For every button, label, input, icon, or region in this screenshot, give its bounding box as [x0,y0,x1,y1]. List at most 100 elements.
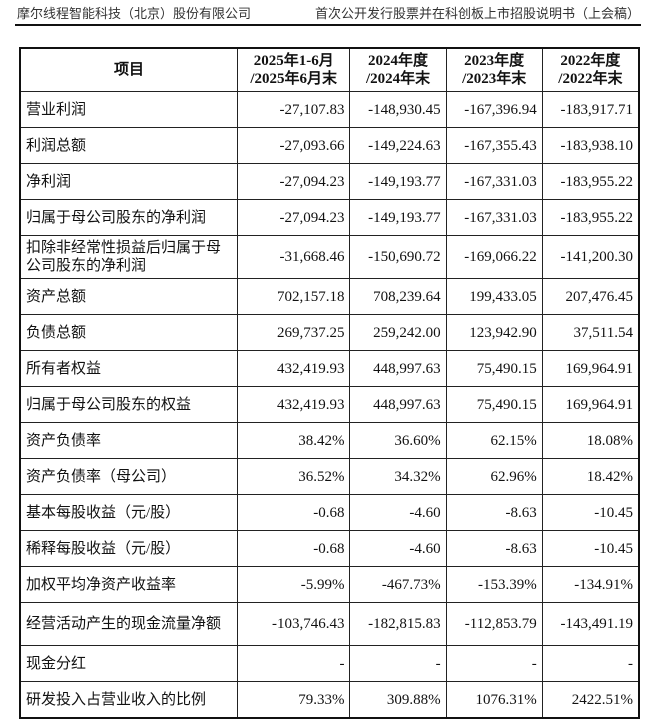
table-row: 归属于母公司股东的权益 432,419.93 448,997.63 75,490.15… [19,386,640,423]
table-row: 资产总额 702,157.18 708,239.64 199,433.05 207,47… [19,278,640,315]
value-cell: 207,476.45 [541,278,640,315]
value-cell: 269,737.25 [236,314,351,351]
value-cell: 1076.31% [445,681,543,719]
table-row: 研发投入占营业收入的比例 79.33% 309.88% 1076.31% 2422.51… [19,681,640,719]
value-cell: -167,331.03 [445,199,543,236]
value-cell: - [349,645,447,682]
value-cell: -4.60 [349,530,447,567]
value-cell: -31,668.46 [236,235,351,279]
row-label: 基本每股收益（元/股） [19,494,238,531]
table-row: 经营活动产生的现金流量净额 -103,746.43 -182,815.83 -112,… [19,602,640,646]
table-row: 资产负债率（母公司） 36.52% 34.32% 62.96% 18.42% [19,458,640,495]
row-label: 净利润 [19,163,238,200]
value-cell: -27,107.83 [236,91,351,128]
value-cell: -167,331.03 [445,163,543,200]
value-cell: 75,490.15 [445,386,543,423]
column-header-line: /2024年末 [365,71,431,87]
value-cell: -8.63 [445,494,543,531]
value-cell: 38.42% [236,422,351,459]
column-header-line: 2024年度 [368,53,429,69]
value-cell: -169,066.22 [445,235,543,279]
column-header-line: /2025年6月末 [250,71,338,87]
value-cell: 36.60% [349,422,447,459]
table-row: 净利润 -27,094.23 -149,193.77 -167,331.03 -183,… [19,163,640,200]
value-cell: -0.68 [236,530,351,567]
value-cell: 169,964.91 [541,350,640,387]
row-label: 资产总额 [19,278,238,315]
value-cell: -149,193.77 [349,163,447,200]
document-title: 首次公开发行股票并在科创板上市招股说明书（上会稿） [314,6,640,21]
value-cell: 75,490.15 [445,350,543,387]
table-header-row: 项目 2025年1-6月/2025年6月末 2024年度/2024年末 2023年度 /… [19,47,640,92]
table-row: 基本每股收益（元/股） -0.68 -4.60 -8.63 -10.45 [19,494,640,531]
value-cell: -134.91% [541,566,640,603]
table-row: 利润总额 -27,093.66 -149,224.63 -167,355.43 -183… [19,127,640,164]
value-cell: -149,224.63 [349,127,447,164]
row-label: 资产负债率（母公司） [19,458,238,495]
value-cell: 123,942.90 [445,314,543,351]
financial-table: 项目 2025年1-6月/2025年6月末 2024年度/2024年末 2023年度 /… [19,47,640,719]
value-cell: 36.52% [236,458,351,495]
value-cell: 62.15% [445,422,543,459]
value-cell: 259,242.00 [349,314,447,351]
value-cell: -150,690.72 [349,235,447,279]
value-cell: -148,930.45 [349,91,447,128]
value-cell: 18.08% [541,422,640,459]
row-label: 资产负债率 [19,422,238,459]
value-cell: - [236,645,351,682]
column-header-period: 2022年度/2022年末 [541,47,640,92]
value-cell: - [541,645,640,682]
column-header-line: 2023年度 [464,53,525,69]
value-cell: 169,964.91 [541,386,640,423]
value-cell: -27,094.23 [236,163,351,200]
column-header-item: 项目 [19,47,238,92]
column-header-period: 2023年度/2023年末 [445,47,543,92]
column-header-period: 2025年1-6月/2025年6月末 [236,47,351,92]
row-label: 经营活动产生的现金流量净额 [19,602,238,646]
value-cell: 309.88% [349,681,447,719]
row-label: 稀释每股收益（元/股） [19,530,238,567]
row-label: 负债总额 [19,314,238,351]
value-cell: -183,938.10 [541,127,640,164]
value-cell: 34.32% [349,458,447,495]
value-cell: 432,419.93 [236,350,351,387]
value-cell: 702,157.18 [236,278,351,315]
value-cell: 708,239.64 [349,278,447,315]
value-cell: -183,955.22 [541,199,640,236]
value-cell: -182,815.83 [349,602,447,646]
value-cell: -8.63 [445,530,543,567]
value-cell: -167,396.94 [445,91,543,128]
row-label: 利润总额 [19,127,238,164]
value-cell: 448,997.63 [349,386,447,423]
value-cell: -153.39% [445,566,543,603]
value-cell: 432,419.93 [236,386,351,423]
value-cell: -167,355.43 [445,127,543,164]
value-cell: -27,093.66 [236,127,351,164]
value-cell: -4.60 [349,494,447,531]
value-cell: 62.96% [445,458,543,495]
value-cell: -149,193.77 [349,199,447,236]
row-label: 营业利润 [19,91,238,128]
value-cell: 2422.51% [541,681,640,719]
row-label: 归属于母公司股东的净利润 [19,199,238,236]
table-row: 资产负债率 38.42% 36.60% 62.15% 18.08% [19,422,640,459]
row-label: 所有者权益 [19,350,238,387]
column-header-line: /2023年末 [462,71,527,87]
table-row: 归属于母公司股东的净利润 -27,094.23 -149,193.77 -167,33… [19,199,640,236]
row-label: 扣除非经常性损益后归属于母公司股东的净利润 [19,235,238,279]
value-cell: -112,853.79 [445,602,543,646]
row-label: 加权平均净资产收益率 [19,566,238,603]
column-header-line: 2022年度 [560,53,621,69]
table-row: 负债总额 269,737.25 259,242.00 123,942.90 37,511… [19,314,640,351]
page-header: 摩尔线程智能科技（北京）股份有限公司 首次公开发行股票并在科创板上市招股说明书（… [17,3,640,21]
value-cell: 37,511.54 [541,314,640,351]
table-row: 现金分红 - - - - [19,645,640,682]
row-label: 研发投入占营业收入的比例 [19,681,238,719]
value-cell: -103,746.43 [236,602,351,646]
value-cell: -27,094.23 [236,199,351,236]
column-header-line: 2025年1-6月 [253,53,334,69]
value-cell: 79.33% [236,681,351,719]
row-label: 归属于母公司股东的权益 [19,386,238,423]
column-header-line: /2022年末 [558,71,623,87]
table-row: 营业利润 -27,107.83 -148,930.45 -167,396.94 -183… [19,91,640,128]
